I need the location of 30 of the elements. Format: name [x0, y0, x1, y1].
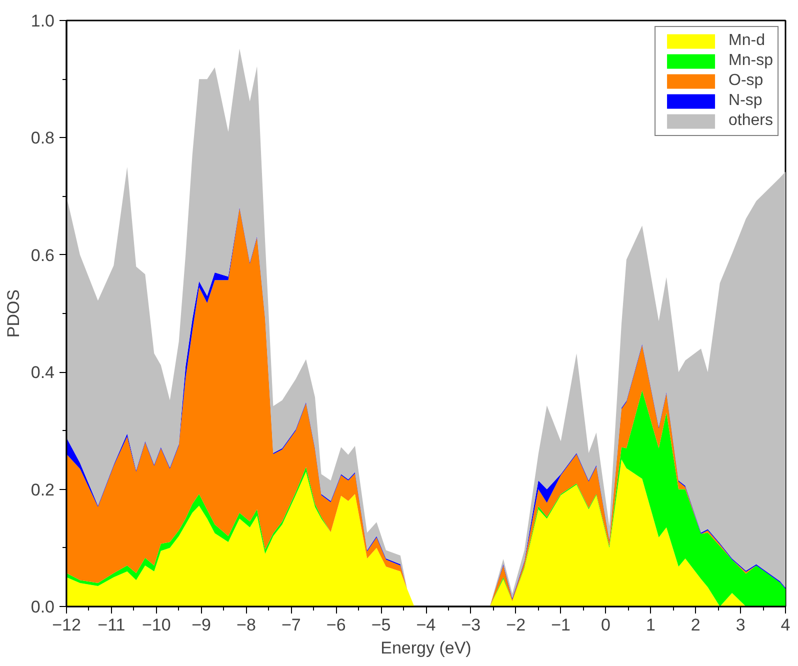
- legend-label: others: [728, 112, 773, 130]
- x-tick-label: −5: [371, 616, 391, 634]
- x-tick-label: −2: [506, 616, 526, 634]
- x-tick-label: 1: [646, 616, 656, 634]
- x-tick-label: 0: [601, 616, 610, 634]
- x-tick-label: 2: [690, 616, 700, 634]
- y-tick-label: 1.0: [30, 12, 55, 30]
- y-tick-label: 0.4: [30, 363, 55, 382]
- x-tick-label: −6: [326, 616, 346, 634]
- x-tick-label: 4: [780, 616, 790, 634]
- x-tick-label: −4: [416, 616, 436, 634]
- y-axis-title: PDOS: [4, 289, 23, 338]
- legend-label: Mn-d: [728, 32, 765, 50]
- x-tick-label: 3: [736, 616, 746, 634]
- legend-label: N-sp: [728, 92, 762, 110]
- x-tick-label: −3: [461, 616, 481, 634]
- y-tick-label: 0.6: [30, 246, 55, 265]
- x-tick-label: −11: [98, 616, 126, 634]
- y-tick-label: 0.2: [30, 480, 55, 500]
- x-tick-label: −10: [142, 616, 171, 634]
- x-tick-label: −1: [551, 616, 571, 634]
- x-tick-label: −9: [192, 616, 212, 634]
- x-tick-label: −8: [236, 616, 256, 634]
- x-tick-label: −7: [281, 616, 301, 634]
- y-tick-label: 0.0: [30, 598, 55, 616]
- x-axis-title: Energy (eV): [380, 638, 472, 658]
- x-tick-label: −12: [52, 616, 81, 634]
- legend-label: O-sp: [728, 72, 764, 90]
- y-tick-label: 0.8: [30, 128, 55, 148]
- legend-label: Mn-sp: [728, 52, 773, 70]
